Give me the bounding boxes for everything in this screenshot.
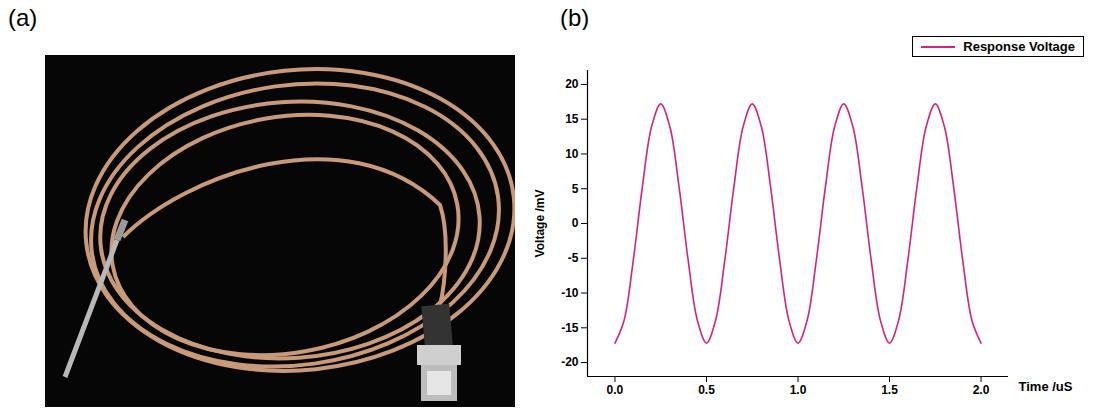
html-text:Response Voltage: Response Voltage	[963, 39, 1075, 54]
svg-text:2.0: 2.0	[973, 383, 990, 397]
svg-text:5: 5	[572, 182, 579, 196]
svg-text:0.5: 0.5	[698, 383, 715, 397]
svg-text:20: 20	[565, 77, 579, 91]
svg-text:Time /uS: Time /uS	[1019, 379, 1073, 394]
svg-text:1.0: 1.0	[790, 383, 807, 397]
svg-text:10: 10	[565, 147, 579, 161]
html-text:(b): (b)	[560, 4, 590, 31]
svg-text:15: 15	[565, 112, 579, 126]
svg-text:-5: -5	[568, 251, 579, 265]
svg-text:1.5: 1.5	[881, 383, 898, 397]
svg-text:0: 0	[572, 216, 579, 230]
html-text:(a): (a)	[8, 4, 38, 31]
svg-text:-20: -20	[561, 355, 579, 369]
svg-text:-15: -15	[561, 321, 579, 335]
svg-text:-10: -10	[561, 286, 579, 300]
svg-text:0.0: 0.0	[607, 383, 624, 397]
svg-text:Voltage /mV: Voltage /mV	[533, 190, 547, 258]
